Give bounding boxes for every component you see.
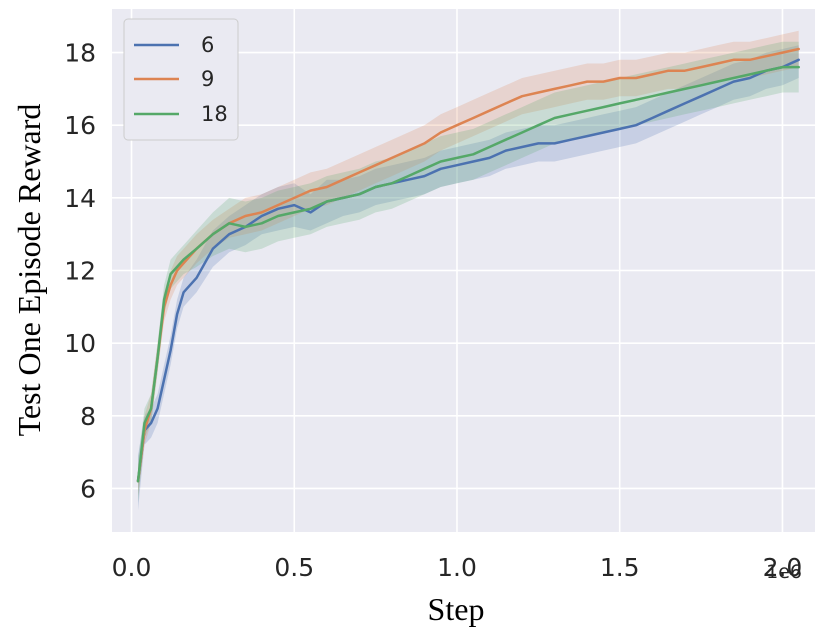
grid-lines xyxy=(112,9,815,532)
series-lines xyxy=(136,47,800,483)
x-axis-label: Step xyxy=(428,591,485,627)
x-tick-label: 2.0 xyxy=(763,553,803,582)
y-axis-label: Test One Episode Reward xyxy=(11,104,47,437)
y-tick-label: 16 xyxy=(64,111,96,140)
x-tick-label: 0.5 xyxy=(274,553,314,582)
x-tick-label: 1.5 xyxy=(600,553,640,582)
line-series-9 xyxy=(136,47,800,483)
band-series-18 xyxy=(138,41,799,503)
y-tick-label: 6 xyxy=(80,474,96,503)
line-series-6 xyxy=(136,58,800,483)
y-tick-label: 18 xyxy=(64,39,96,68)
legend-frame xyxy=(123,18,239,141)
y-tick-label: 8 xyxy=(80,402,96,431)
legend-label-9: 9 xyxy=(201,67,214,91)
x-tick-label: 0.0 xyxy=(112,553,152,582)
line-series-18 xyxy=(136,65,800,483)
x-offset-label: 1e6 xyxy=(766,561,802,583)
legend: 6 9 18 xyxy=(123,18,239,141)
y-tick-label: 10 xyxy=(64,329,96,358)
legend-label-18: 18 xyxy=(201,102,228,126)
legend-label-6: 6 xyxy=(201,33,214,57)
x-tick-label: 1.0 xyxy=(437,553,477,582)
y-tick-label: 14 xyxy=(64,184,96,213)
band-series-6 xyxy=(138,45,799,511)
y-tick-labels: 6 8 10 12 14 16 18 xyxy=(64,39,96,504)
y-tick-label: 12 xyxy=(64,257,96,286)
x-tick-labels: 0.0 0.5 1.0 1.5 2.0 xyxy=(112,553,803,582)
